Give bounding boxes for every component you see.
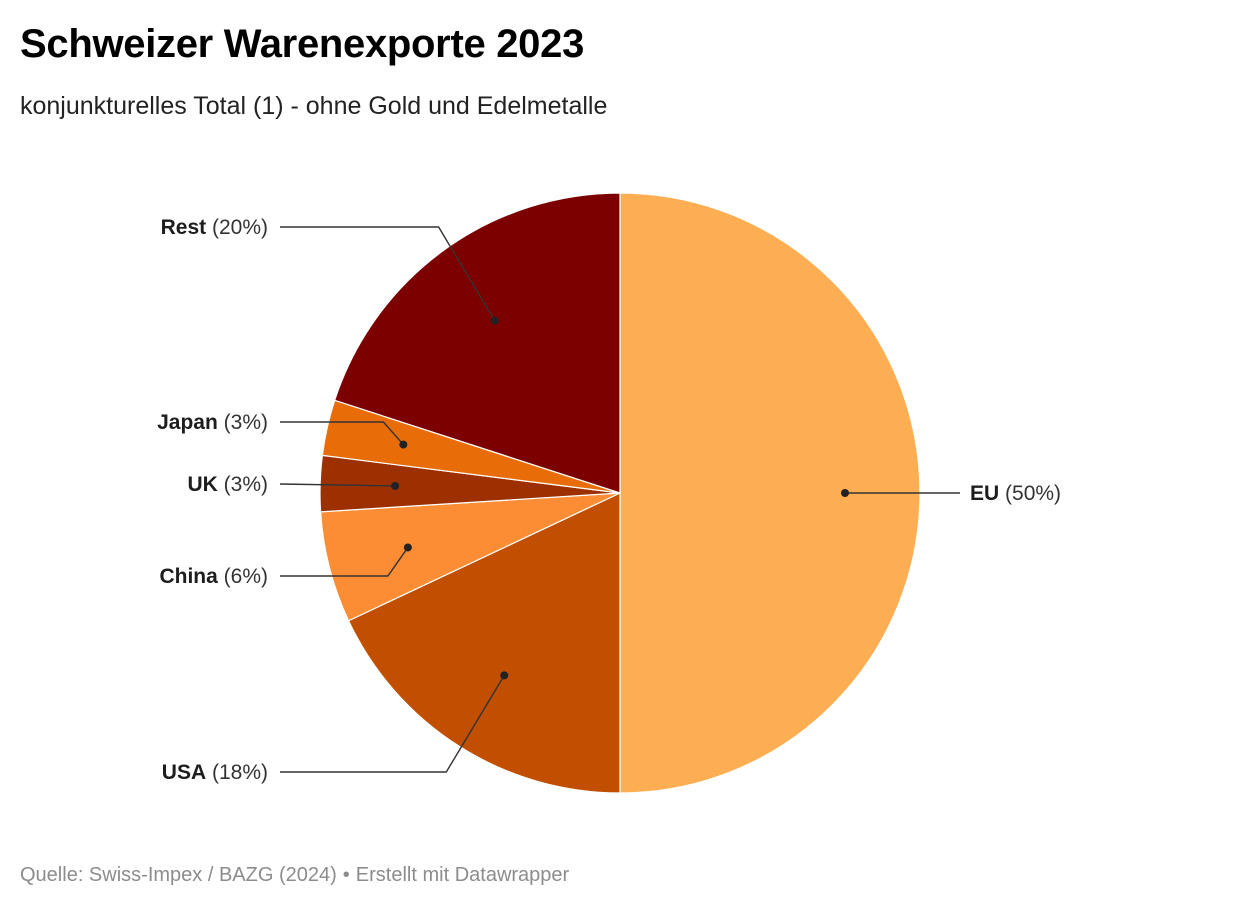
- slice-label-name: China: [159, 565, 218, 588]
- leader-line-rest: [280, 226, 496, 322]
- slice-label-value: (3%): [218, 473, 268, 496]
- leader-dot-china: [403, 543, 412, 552]
- leader-line-china: [280, 547, 409, 577]
- slice-label-china: China (6%): [159, 565, 268, 588]
- pie-slices: [319, 192, 921, 794]
- chart-footer: Quelle: Swiss-Impex / BAZG (2024) • Erstel…: [20, 864, 569, 887]
- footer-separator: •: [342, 864, 350, 886]
- pie-slice-usa[interactable]: [347, 492, 621, 794]
- slice-label-name: UK: [187, 473, 217, 496]
- leader-line-usa: [280, 675, 505, 773]
- slice-label-value: (20%): [206, 216, 268, 239]
- slice-label-name: Japan: [157, 411, 218, 434]
- slice-label-value: (6%): [218, 565, 268, 588]
- source-note: Quelle: Swiss-Impex / BAZG (2024): [20, 864, 337, 886]
- leader-dot-usa: [500, 671, 509, 680]
- leader-dot-japan: [399, 440, 408, 449]
- chart-title: Schweizer Warenexporte 2023: [20, 22, 585, 66]
- slice-label-uk: UK (3%): [187, 473, 268, 496]
- leader-line-uk: [279, 483, 396, 487]
- leader-dot-eu: [841, 489, 849, 497]
- chart-subtitle: konjunkturelles Total (1) - ohne Gold un…: [20, 92, 608, 120]
- pie-slice-rest[interactable]: [333, 192, 621, 494]
- slice-label-name: USA: [162, 761, 206, 784]
- slice-label-value: (3%): [218, 411, 268, 434]
- slice-label-japan: Japan (3%): [157, 411, 268, 434]
- slice-label-value: (50%): [999, 482, 1061, 505]
- leader-line-japan: [280, 421, 404, 446]
- leader-dot-uk: [391, 481, 400, 490]
- slice-label-usa: USA (18%): [162, 761, 268, 784]
- credit-note: Erstellt mit Datawrapper: [355, 864, 570, 886]
- slice-label-name: Rest: [161, 216, 207, 239]
- slice-label-rest: Rest (20%): [161, 216, 268, 239]
- slice-label-eu: EU (50%): [970, 482, 1061, 505]
- leader-dot-rest: [490, 316, 499, 325]
- slice-label-name: EU: [970, 482, 999, 505]
- pie-leader-lines: [279, 226, 960, 773]
- slice-label-value: (18%): [206, 761, 268, 784]
- pie-labels: EU (50%)USA (18%)China (6%)UK (3%)Japan …: [157, 216, 1061, 784]
